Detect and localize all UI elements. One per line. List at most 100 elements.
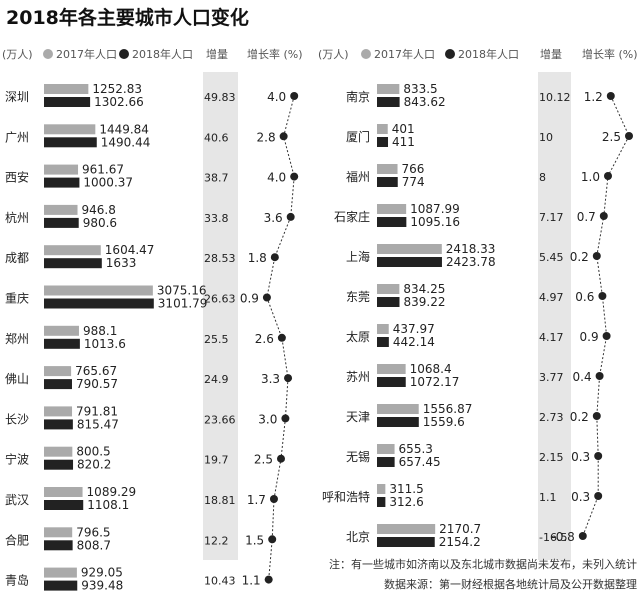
legend-2018-marker-left <box>119 49 129 59</box>
bar-2017 <box>44 446 73 457</box>
bar-2017 <box>377 124 388 134</box>
city-label: 北京 <box>346 530 370 544</box>
bar-2017 <box>44 325 79 336</box>
increase-value: 4.97 <box>539 291 564 304</box>
bar-2018 <box>377 337 389 347</box>
city-label: 无锡 <box>346 449 370 464</box>
bar-2017 <box>44 406 73 417</box>
city-label: 郑州 <box>5 331 29 346</box>
increase-value: 10.12 <box>539 91 571 104</box>
value-label-2018: 820.2 <box>77 458 111 472</box>
growth-point <box>277 454 285 463</box>
growth-label: 4.0 <box>267 171 286 185</box>
city-label: 福州 <box>346 169 370 184</box>
growth-point <box>598 292 607 300</box>
city-label: 武汉 <box>5 493 29 507</box>
growth-label: 1.7 <box>247 493 266 507</box>
value-label-2018: 442.14 <box>393 335 435 349</box>
value-label-2018: 808.7 <box>77 538 111 552</box>
value-label-2017: 766 <box>402 162 425 176</box>
value-label-2018: 2423.78 <box>446 255 496 269</box>
growth-point <box>290 92 299 100</box>
bar-2018 <box>377 137 389 147</box>
value-label-2017: 791.81 <box>76 404 118 418</box>
city-label: 成都 <box>5 251 29 265</box>
bar-2017 <box>44 285 153 296</box>
increase-header-left: 增量 <box>206 47 228 61</box>
bar-2018 <box>44 177 80 188</box>
city-label: 青岛 <box>5 573 29 588</box>
growth-label: 3.0 <box>258 412 277 426</box>
value-label-2017: 946.8 <box>82 203 116 217</box>
unit-label-right: (万人) <box>318 48 349 61</box>
growth-label: 3.6 <box>264 211 283 225</box>
growth-point <box>606 92 615 100</box>
growth-point <box>592 412 601 420</box>
value-label-2018: 1013.6 <box>84 337 126 351</box>
growth-point <box>268 535 277 544</box>
bar-2018 <box>377 297 400 307</box>
value-label-2017: 796.5 <box>76 525 110 539</box>
value-label-2018: 312.6 <box>389 495 423 509</box>
bar-2017 <box>377 484 386 494</box>
city-label: 重庆 <box>5 292 29 306</box>
city-label: 杭州 <box>5 210 29 225</box>
bar-2017 <box>44 487 83 497</box>
legend-2018-label-left: 2018年人口 <box>132 47 193 61</box>
value-label-2017: 1449.84 <box>99 122 149 136</box>
legend-2018-label-right: 2018年人口 <box>458 47 519 61</box>
growth-label: 0.3 <box>571 450 590 464</box>
growth-point <box>269 495 278 503</box>
city-label: 长沙 <box>5 412 29 426</box>
growth-label: 2.8 <box>257 130 276 144</box>
value-label-2018: 1072.17 <box>410 375 460 389</box>
growth-label: 0.7 <box>577 210 596 224</box>
bar-2017 <box>377 164 398 174</box>
growth-label: 0.9 <box>240 292 259 306</box>
bar-2017 <box>377 364 406 374</box>
city-label: 呼和浩特 <box>322 489 370 504</box>
increase-value: 38.7 <box>204 172 229 185</box>
value-label-2017: 3075.16 <box>157 284 207 298</box>
growth-point <box>592 252 601 260</box>
value-label-2018: 2154.2 <box>439 535 481 549</box>
bar-2018 <box>44 419 73 430</box>
growth-label: 1.5 <box>245 533 264 547</box>
value-label-2017: 311.5 <box>389 482 423 496</box>
bar-2017 <box>44 366 72 377</box>
city-label: 西安 <box>5 170 29 185</box>
bar-2018 <box>44 137 97 148</box>
value-label-2018: 1302.66 <box>94 95 144 109</box>
legend-2017-label-right: 2017年人口 <box>374 47 435 61</box>
bar-2018 <box>377 417 419 427</box>
increase-value: 26.63 <box>204 293 236 306</box>
bar-2017 <box>377 404 419 414</box>
growth-label: 4.0 <box>267 90 286 104</box>
bar-2018 <box>44 298 154 309</box>
growth-line-right <box>582 95 630 537</box>
bar-2018 <box>377 457 395 467</box>
growth-label: 0.4 <box>573 370 592 384</box>
bar-2017 <box>44 164 79 175</box>
value-label-2018: 3101.79 <box>158 297 208 311</box>
bar-2018 <box>44 217 79 228</box>
bar-2017 <box>44 84 89 94</box>
value-label-2018: 1108.1 <box>87 498 129 512</box>
value-label-2017: 1556.87 <box>423 402 473 416</box>
bar-2018 <box>377 97 400 107</box>
value-label-2018: 790.57 <box>76 377 118 391</box>
value-label-2017: 1252.83 <box>92 82 142 96</box>
value-label-2018: 815.47 <box>77 417 119 431</box>
value-label-2017: 655.3 <box>399 442 433 456</box>
value-label-2017: 961.67 <box>82 163 124 177</box>
increase-value: 8 <box>539 171 546 184</box>
growth-point <box>262 293 271 302</box>
value-label-2018: 657.45 <box>399 455 441 469</box>
bar-2017 <box>44 527 73 538</box>
value-label-2017: 1089.29 <box>87 485 137 499</box>
increase-value: 24.9 <box>204 373 229 386</box>
growth-point <box>625 132 633 140</box>
legend-2018-marker-right <box>445 49 455 59</box>
increase-value: 7.17 <box>539 211 564 224</box>
value-label-2017: 800.5 <box>76 445 110 459</box>
